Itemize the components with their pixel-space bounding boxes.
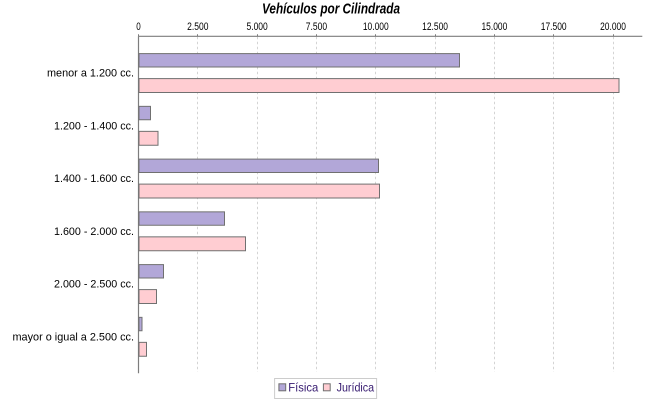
svg-text:1.400 - 1.600 cc.: 1.400 - 1.600 cc. [54, 173, 134, 185]
svg-text:7.500: 7.500 [306, 21, 327, 33]
svg-text:20.000: 20.000 [600, 21, 626, 33]
svg-text:0: 0 [136, 21, 141, 33]
svg-text:Física: Física [288, 380, 318, 394]
svg-text:15.000: 15.000 [481, 21, 507, 33]
svg-text:5.000: 5.000 [246, 21, 267, 33]
svg-text:2.000 - 2.500 cc.: 2.000 - 2.500 cc. [54, 279, 134, 291]
svg-text:Vehículos por Cilindrada: Vehículos por Cilindrada [262, 1, 400, 18]
svg-text:2.500: 2.500 [187, 21, 208, 33]
svg-text:Jurídica: Jurídica [337, 380, 375, 394]
svg-text:17.500: 17.500 [541, 21, 567, 33]
svg-text:1.600 - 2.000 cc.: 1.600 - 2.000 cc. [54, 226, 134, 238]
svg-text:1.200 - 1.400 cc.: 1.200 - 1.400 cc. [54, 120, 134, 132]
svg-text:menor a 1.200 cc.: menor a 1.200 cc. [47, 68, 134, 80]
svg-text:12.500: 12.500 [422, 21, 448, 33]
svg-text:mayor o igual a 2.500 cc.: mayor o igual a 2.500 cc. [13, 331, 135, 343]
svg-text:10.000: 10.000 [363, 21, 389, 33]
